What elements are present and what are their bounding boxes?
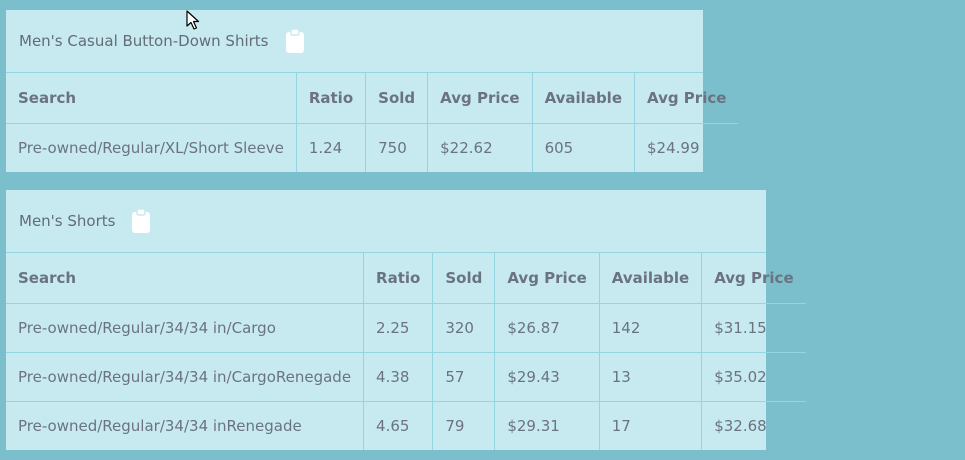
column-header-avg-price-available[interactable]: Avg Price (701, 253, 806, 304)
column-header-available[interactable]: Available (599, 253, 703, 304)
cell-available: 13 (599, 352, 703, 402)
shirts-table: Search Ratio Sold Avg Price Available Av… (6, 73, 739, 172)
cell-ratio: 1.24 (296, 123, 367, 172)
cell-avg-price: $22.62 (427, 123, 533, 172)
cell-avg-price-available: $32.68 (714, 416, 767, 435)
column-header-available[interactable]: Available (532, 73, 636, 124)
table-header-row: Search Ratio Sold Avg Price Available Av… (6, 253, 806, 304)
clipboard-icon[interactable] (131, 208, 151, 234)
shorts-table-title: Men's Shorts (19, 212, 116, 230)
cell-available: 142 (599, 303, 703, 353)
shirts-table-header: Men's Casual Button-Down Shirts (6, 10, 703, 73)
table-header-row: Search Ratio Sold Avg Price Available Av… (6, 73, 739, 124)
shorts-table: Search Ratio Sold Avg Price Available Av… (6, 253, 806, 450)
cell-avg-price: $26.87 (494, 303, 600, 353)
column-header-avg-price[interactable]: Avg Price (427, 73, 533, 124)
cell-available: 605 (532, 123, 636, 172)
column-header-sold[interactable]: Sold (365, 73, 429, 124)
cell-ratio: 4.65 (363, 401, 434, 450)
column-header-ratio[interactable]: Ratio (363, 253, 434, 304)
cell-avg-price-available: $31.15 (701, 303, 806, 353)
table-row: Pre-owned/Regular/XL/Short Sleeve 1.24 7… (6, 123, 738, 172)
cell-available: 17 (599, 401, 703, 450)
column-header-avg-price-available[interactable]: Avg Price (634, 73, 739, 124)
table-row: Pre-owned/Regular/34/34 in/CargoRenegade… (6, 352, 806, 402)
column-header-avg-price[interactable]: Avg Price (494, 253, 600, 304)
cell-avg-price-available: $35.02 (701, 352, 806, 402)
column-header-ratio[interactable]: Ratio (296, 73, 367, 124)
clipboard-icon[interactable] (285, 28, 305, 54)
table-row: Pre-owned/Regular/34/34 in/Cargo 2.25 32… (6, 303, 806, 353)
cell-sold: 57 (432, 352, 496, 402)
cell-avg-price: $29.31 (494, 401, 600, 450)
cell-sold: 79 (432, 401, 496, 450)
cell-search: Pre-owned/Regular/XL/Short Sleeve (6, 123, 297, 172)
shirts-table-title: Men's Casual Button-Down Shirts (19, 32, 269, 50)
cell-ratio: 4.38 (363, 352, 434, 402)
cell-avg-price: $29.43 (494, 352, 600, 402)
cell-search: Pre-owned/Regular/34/34 inRenegade (6, 401, 365, 450)
column-header-search[interactable]: Search (6, 253, 365, 304)
cell-search: Pre-owned/Regular/34/34 in/CargoRenegade (6, 352, 365, 402)
cell-sold: 750 (365, 123, 429, 172)
column-header-sold[interactable]: Sold (432, 253, 496, 304)
shorts-table-card: Men's Shorts Search Ratio Sold Avg Price… (6, 190, 806, 450)
shirts-table-card: Men's Casual Button-Down Shirts Search R… (6, 10, 739, 172)
column-header-search[interactable]: Search (6, 73, 297, 124)
cell-avg-price-available: $24.99 (647, 138, 700, 157)
cell-search: Pre-owned/Regular/34/34 in/Cargo (6, 303, 365, 353)
cell-sold: 320 (432, 303, 496, 353)
mouse-cursor-icon (186, 10, 200, 30)
shorts-table-header: Men's Shorts (6, 190, 766, 253)
table-row: Pre-owned/Regular/34/34 inRenegade 4.65 … (6, 401, 806, 450)
cell-ratio: 2.25 (363, 303, 434, 353)
